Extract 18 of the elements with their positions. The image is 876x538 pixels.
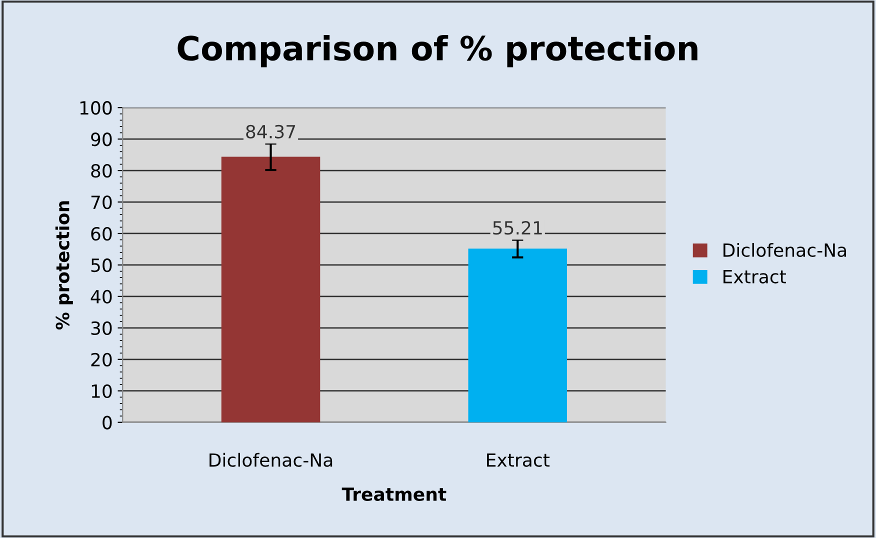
y-tick-label: 20 [91, 352, 112, 366]
legend-label: Extract [724, 270, 786, 284]
y-axis-title: % protection [55, 201, 73, 330]
y-tick-label: 50 [91, 258, 112, 272]
y-tick-label: 60 [91, 226, 112, 241]
chart-title: Comparison of % protection [178, 34, 698, 68]
y-tick-label: 30 [91, 321, 112, 336]
y-tick-label: 70 [91, 195, 112, 210]
y-tick-label: 10 [92, 384, 112, 398]
legend-label: Diclofenac-Na [724, 242, 846, 257]
y-tick-label: 80 [91, 164, 112, 178]
data-label: 55.21 [493, 221, 542, 235]
y-tick-label: 40 [90, 290, 112, 304]
y-tick-label: 0 [102, 416, 112, 430]
y-tick-label: 100 [80, 101, 112, 115]
x-axis-title: Treatment [342, 488, 446, 502]
data-label: 84.37 [246, 124, 296, 138]
y-tick-label: 90 [91, 132, 112, 146]
